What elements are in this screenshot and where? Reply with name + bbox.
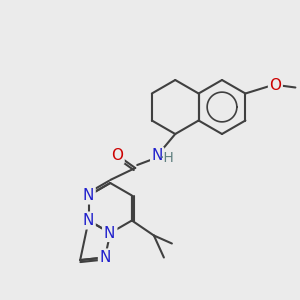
Text: O: O <box>269 78 281 93</box>
Text: N: N <box>99 250 111 265</box>
Text: N: N <box>104 226 116 241</box>
Text: O: O <box>111 148 123 163</box>
Text: N: N <box>83 188 94 203</box>
Text: ·H: ·H <box>160 151 175 165</box>
Text: N: N <box>103 226 115 241</box>
Text: N: N <box>83 213 94 228</box>
Text: N: N <box>152 148 163 164</box>
